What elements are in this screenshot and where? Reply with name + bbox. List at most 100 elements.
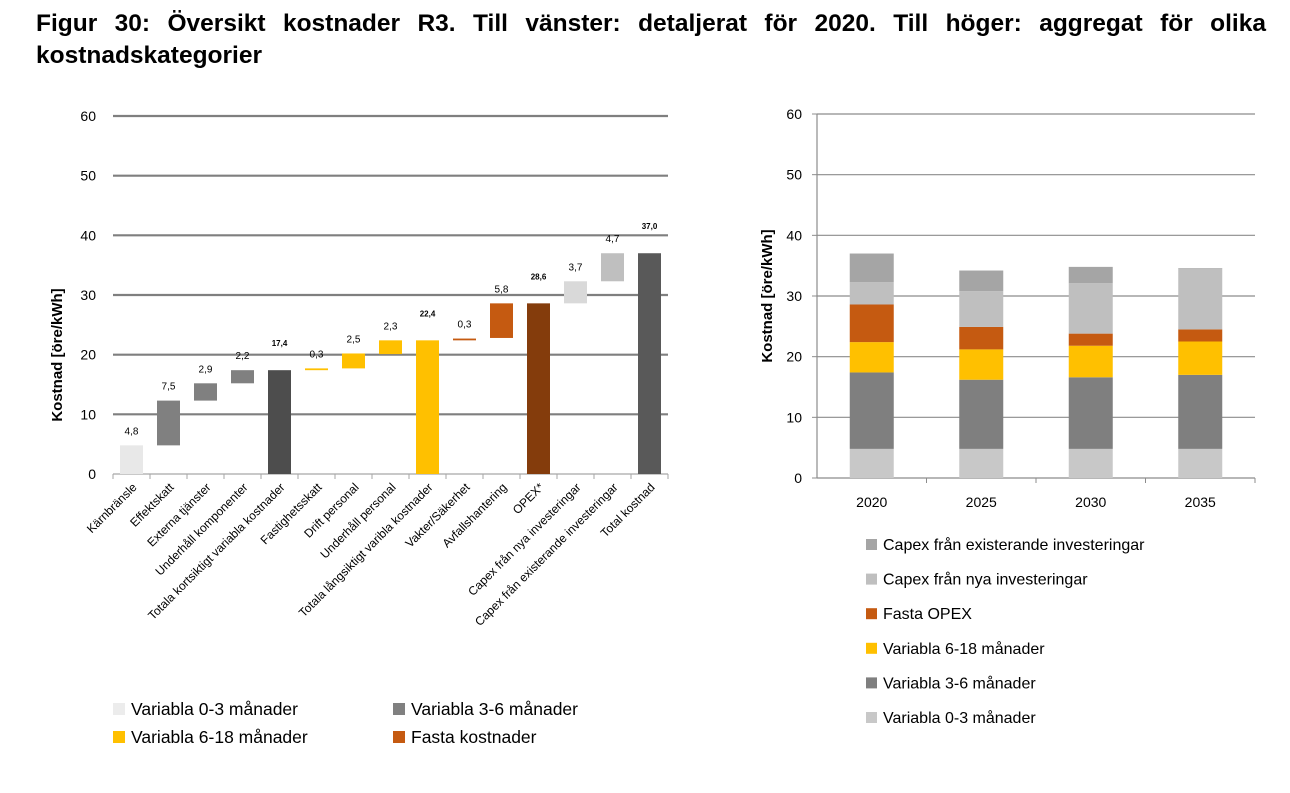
legend-label: Variabla 6-18 månader	[131, 727, 308, 747]
legend-label: Capex från nya investeringar	[883, 571, 1088, 589]
stacked-segment	[849, 342, 894, 373]
waterfall-bar	[342, 353, 365, 369]
stacked-segment	[959, 379, 1004, 449]
y-tick-label: 20	[80, 347, 96, 363]
data-label: 3,7	[569, 262, 583, 273]
waterfall-bar	[268, 370, 291, 474]
legend-label: Variabla 0-3 månader	[131, 699, 298, 719]
data-label: 2,2	[236, 351, 250, 362]
legend-label: Variabla 3-6 månader	[883, 674, 1036, 692]
y-tick-label: 10	[786, 409, 802, 425]
waterfall-bar	[453, 338, 476, 341]
legend-swatch	[866, 642, 877, 654]
stacked-segment	[959, 349, 1004, 380]
waterfall-bar	[564, 281, 587, 304]
y-tick-label: 40	[80, 227, 96, 243]
y-tick-label: 0	[794, 470, 802, 486]
legend-swatch	[866, 573, 877, 585]
stacked-segment	[1068, 283, 1113, 334]
legend-swatch	[866, 712, 877, 723]
y-tick-label: 30	[80, 287, 96, 303]
legend-swatch	[393, 731, 405, 743]
data-label: 22,4	[420, 309, 436, 318]
y-tick-label: 50	[80, 168, 96, 184]
data-label: 2,9	[199, 364, 213, 375]
waterfall-bar	[157, 400, 180, 446]
stacked-segment	[959, 326, 1004, 350]
x-category-label: Totala kortsiktigt variabla kostnader	[145, 480, 287, 622]
x-category-label: 2030	[1075, 494, 1106, 510]
y-tick-label: 0	[88, 466, 96, 482]
legend-swatch	[393, 703, 405, 715]
y-axis-label: Kostnad [öre/kWh]	[49, 288, 66, 421]
waterfall-chart: 01020304050604,8Kärnbränsle7,5Effektskat…	[49, 108, 669, 747]
stacked-segment	[1178, 448, 1223, 478]
stacked-segment	[1178, 341, 1223, 375]
stacked-segment	[1068, 448, 1113, 478]
stacked-segment	[1068, 333, 1113, 346]
x-category-label: Vakter/Säkerhet	[403, 480, 474, 551]
legend-swatch	[866, 539, 877, 550]
stacked-segment	[1178, 268, 1223, 269]
y-tick-label: 30	[786, 288, 802, 304]
data-label: 2,3	[384, 321, 398, 332]
y-tick-label: 10	[80, 406, 96, 422]
stacked-segment	[959, 270, 1004, 292]
x-category-label: Kärnbränsle	[84, 480, 140, 536]
x-category-label: Totala långsiktigt varibla kostnader	[296, 480, 436, 620]
waterfall-bar	[231, 370, 254, 384]
waterfall-bar	[638, 253, 661, 474]
y-tick-label: 50	[786, 167, 802, 183]
stacked-segment	[959, 448, 1004, 478]
stacked-segment	[849, 372, 894, 449]
data-label: 4,8	[125, 426, 139, 437]
legend-label: Variabla 6-18 månader	[883, 640, 1045, 658]
data-label: 17,4	[272, 339, 288, 348]
y-tick-label: 60	[786, 106, 802, 122]
data-label: 37,0	[642, 222, 658, 231]
legend-label: Fasta OPEX	[883, 606, 972, 623]
y-axis-label: Kostnad [öre/kWh]	[759, 229, 776, 362]
figure-title: Figur 30: Översikt kostnader R3. Till vä…	[36, 10, 1266, 69]
x-category-label: Avfallshantering	[439, 480, 509, 550]
waterfall-bar	[601, 253, 624, 282]
stacked-segment	[849, 304, 894, 343]
waterfall-bar	[490, 303, 513, 338]
stacked-segment	[959, 291, 1004, 327]
legend-swatch	[866, 677, 877, 689]
data-label: 2,5	[347, 334, 361, 345]
y-tick-label: 20	[786, 349, 802, 365]
data-label: 7,5	[162, 382, 176, 393]
y-tick-label: 60	[80, 108, 96, 124]
waterfall-bar	[527, 303, 550, 474]
stacked-segment	[1068, 345, 1113, 378]
waterfall-bar	[416, 340, 439, 474]
legend-swatch	[113, 703, 125, 715]
stacked-segment	[1178, 268, 1223, 330]
legend-swatch	[113, 731, 125, 743]
stacked-segment	[849, 253, 894, 283]
x-category-label: 2035	[1185, 494, 1216, 510]
legend-label: Variabla 0-3 månader	[883, 709, 1036, 727]
y-tick-label: 40	[786, 227, 802, 243]
stacked-segment	[849, 448, 894, 478]
stacked-segment	[849, 282, 894, 305]
waterfall-bar	[120, 445, 143, 474]
x-category-label: 2025	[966, 494, 997, 510]
x-category-label: Externa tjänster	[144, 480, 213, 549]
waterfall-bar	[305, 368, 328, 371]
x-category-label: 2020	[856, 494, 887, 510]
stacked-segment	[1068, 266, 1113, 284]
stacked-segment	[1178, 374, 1223, 449]
data-label: 5,8	[495, 284, 509, 295]
legend-label: Variabla 3-6 månader	[411, 699, 578, 719]
data-label: 0,3	[458, 320, 472, 331]
legend-label: Fasta kostnader	[411, 727, 537, 747]
waterfall-bar	[379, 340, 402, 355]
stacked-segment	[1068, 377, 1113, 449]
stacked-segment	[1178, 329, 1223, 342]
legend-label: Capex från existerande investeringar	[883, 536, 1145, 554]
legend-swatch	[866, 608, 877, 620]
